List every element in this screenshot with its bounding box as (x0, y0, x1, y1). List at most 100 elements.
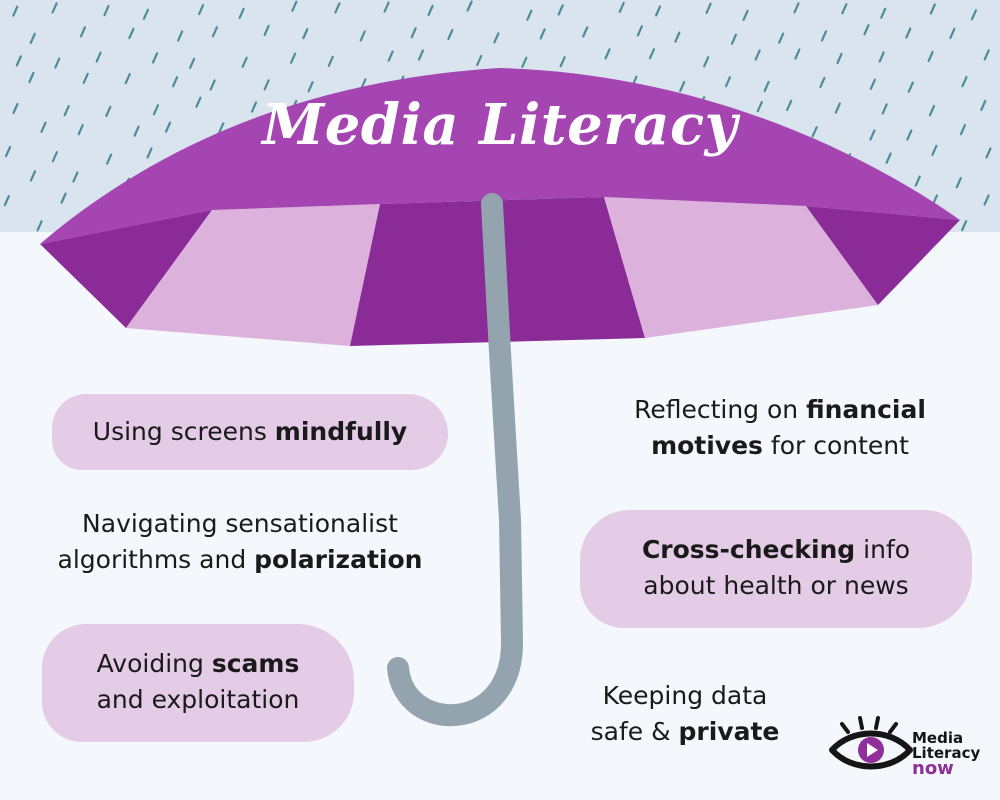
raindrop (241, 56, 248, 68)
raindrop (12, 5, 19, 17)
item-bold: scams (211, 649, 300, 678)
raindrop (778, 32, 785, 44)
raindrop (905, 27, 912, 39)
raindrop (648, 48, 656, 60)
raindrop (82, 72, 89, 84)
raindrop (172, 76, 179, 88)
item-bold: financial (806, 395, 926, 424)
raindrop (559, 56, 566, 68)
raindrop (307, 81, 314, 93)
raindrop (238, 7, 245, 19)
raindrop (4, 146, 12, 158)
item-text: Reflecting on (634, 395, 807, 424)
raindrop (983, 194, 990, 206)
item-bold: motives (651, 431, 763, 460)
raindrop (742, 9, 749, 21)
raindrop (29, 170, 37, 182)
raindrop (793, 2, 800, 14)
raindrop (906, 129, 913, 141)
raindrop (263, 79, 270, 91)
raindrop (387, 50, 394, 62)
item-text: Keeping data (602, 681, 768, 710)
raindrop (164, 121, 172, 133)
item-background-blob (42, 624, 354, 742)
raindrop (15, 55, 22, 67)
item-financial-motives: Reflecting on financial motives for cont… (600, 392, 960, 464)
raindrop (95, 51, 102, 63)
item-text: Navigating sensationalist (82, 509, 398, 538)
logo-wordmark: Media Literacy now (912, 729, 980, 778)
raindrop (195, 96, 202, 108)
item-text: and exploitation (96, 685, 300, 714)
raindrop (476, 54, 483, 67)
raindrop (63, 105, 70, 117)
raindrop (250, 101, 258, 113)
raindrop (263, 24, 270, 37)
raindrop (836, 52, 843, 64)
item-bold: mindfully (274, 417, 408, 446)
raindrop (604, 48, 611, 60)
raindrop (493, 32, 500, 44)
item-cross-checking: Cross-checking info about health or news (590, 532, 962, 604)
raindrop (949, 27, 956, 40)
raindrop (763, 80, 770, 93)
raindrop (60, 192, 67, 204)
raindrop (334, 2, 341, 14)
raindrop (105, 153, 113, 165)
raindrop (128, 27, 135, 40)
raindrop (28, 71, 35, 84)
item-algorithms-polarization: Navigating sensationalist algorithms and… (30, 506, 450, 578)
item-bold: private (678, 717, 780, 746)
raindrop (869, 78, 876, 90)
canopy-panel-left-outer (40, 210, 212, 328)
item-background-blob (52, 394, 448, 470)
raindrop (133, 125, 140, 137)
raindrop (177, 30, 184, 42)
raindrop (327, 55, 334, 68)
raindrop (29, 32, 36, 44)
raindrop (124, 72, 131, 85)
raindrop (705, 2, 712, 14)
item-scams-exploitation: Avoiding scams and exploitation (48, 646, 348, 718)
canopy-top (40, 68, 960, 244)
raindrop (211, 26, 219, 38)
raindrop (218, 122, 225, 134)
raindrop (3, 194, 10, 207)
raindrop (466, 0, 473, 12)
item-data-private: Keeping data safe & private (570, 678, 800, 750)
item-text: Using screens (92, 417, 275, 446)
raindrop (36, 220, 43, 232)
raindrop (927, 50, 934, 63)
raindrop (359, 30, 366, 42)
raindrop (152, 104, 160, 116)
logo-line: Media (912, 729, 964, 747)
raindrop (674, 31, 681, 43)
raindrop (914, 175, 921, 187)
raindrop (151, 52, 159, 64)
item-background-blob (580, 510, 972, 628)
raindrop (881, 103, 888, 115)
raindrop (636, 25, 643, 37)
canopy-panel-right-outer (806, 206, 960, 305)
raindrop (955, 177, 962, 189)
raindrop (209, 79, 216, 91)
raindrop (959, 124, 967, 136)
raindrop (907, 81, 914, 93)
raindrop (189, 57, 196, 70)
raindrop (72, 171, 79, 183)
raindrop (289, 52, 297, 64)
raindrop (539, 28, 546, 40)
raindrop (291, 0, 298, 12)
item-screens-mindfully: Using screens mindfully (60, 414, 440, 450)
raindrop (703, 56, 710, 68)
raindrop (383, 1, 390, 13)
raindrop (724, 76, 732, 88)
raindrop (417, 49, 425, 61)
eye-play-icon (829, 716, 913, 770)
raindrop (618, 1, 625, 13)
raindrop (105, 105, 112, 117)
item-bold: polarization (254, 545, 423, 574)
raindrop (582, 26, 589, 38)
item-text: for content (762, 431, 909, 460)
